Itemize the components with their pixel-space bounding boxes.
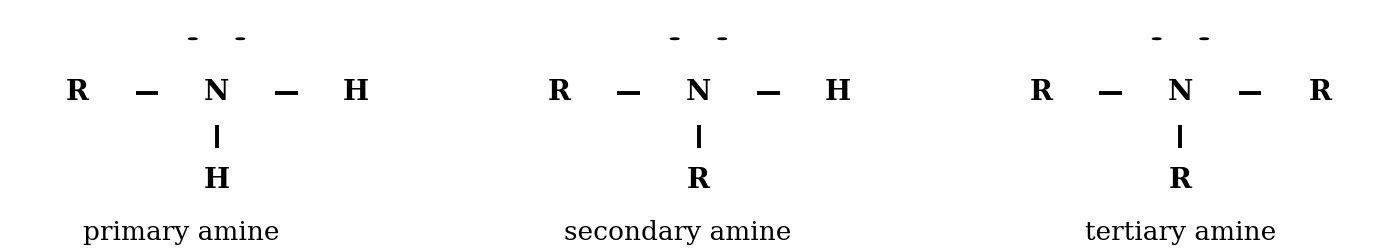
Text: N: N: [204, 79, 229, 106]
Text: H: H: [826, 79, 851, 106]
Text: secondary amine: secondary amine: [564, 220, 791, 245]
Text: R: R: [66, 79, 88, 106]
Circle shape: [671, 38, 679, 40]
Text: N: N: [1168, 79, 1193, 106]
Text: R: R: [548, 79, 570, 106]
Text: primary amine: primary amine: [84, 220, 279, 245]
Text: R: R: [1309, 79, 1331, 106]
Circle shape: [718, 38, 726, 40]
Circle shape: [236, 38, 244, 40]
Text: tertiary amine: tertiary amine: [1085, 220, 1275, 245]
Text: H: H: [344, 79, 369, 106]
Text: N: N: [686, 79, 711, 106]
Text: H: H: [204, 166, 229, 194]
Circle shape: [189, 38, 197, 40]
Circle shape: [1200, 38, 1208, 40]
Text: R: R: [1030, 79, 1052, 106]
Text: R: R: [687, 166, 710, 194]
Circle shape: [1153, 38, 1161, 40]
Text: R: R: [1169, 166, 1192, 194]
